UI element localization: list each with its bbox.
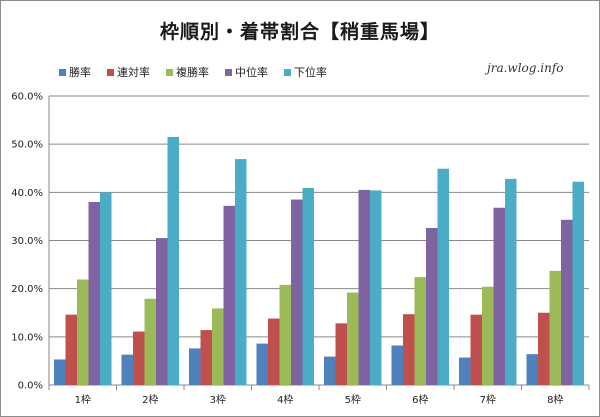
bar-place2 (470, 314, 482, 385)
bar-win (121, 354, 133, 385)
bar-place2 (538, 312, 550, 385)
bar-middle (358, 189, 370, 385)
bar-place3 (482, 286, 494, 385)
x-tick-label: 4枠 (277, 393, 293, 406)
chart-title: 枠順別・着帯割合【稍重馬場】 (159, 21, 440, 43)
legend-item-middle: 中位率 (225, 64, 268, 80)
chart-legend: 勝率 連対率 複勝率 中位率 下位率 (59, 64, 343, 80)
x-tick-label: 7枠 (480, 393, 496, 406)
legend-item-win: 勝率 (59, 64, 91, 80)
bar-lower (437, 168, 449, 385)
bar-win (256, 343, 268, 385)
x-tick-label: 2枠 (142, 393, 158, 406)
y-tick-label: 40.0% (11, 188, 43, 199)
bar-middle (426, 227, 438, 385)
bar-lower (100, 192, 112, 385)
y-tick-label: 50.0% (11, 140, 43, 151)
bar-place3 (549, 270, 561, 385)
bar-middle (223, 205, 235, 385)
y-tick-label: 10.0% (11, 332, 43, 343)
x-tick-label: 5枠 (345, 393, 361, 406)
bar-place2 (403, 314, 415, 385)
bar-win (189, 348, 201, 385)
bar-place2 (65, 314, 77, 385)
y-tick-label: 60.0% (11, 92, 43, 103)
legend-swatch-win (59, 68, 66, 76)
legend-item-place2: 連対率 (107, 64, 150, 80)
legend-item-lower: 下位率 (284, 64, 327, 80)
legend-swatch-lower (284, 68, 291, 76)
bar-place3 (279, 284, 291, 385)
bar-win (324, 356, 336, 385)
y-tick-label: 20.0% (11, 284, 43, 295)
bar-win (391, 345, 403, 385)
bar-middle (561, 219, 573, 385)
bar-lower (572, 181, 584, 385)
x-tick-label: 8枠 (547, 393, 563, 406)
legend-item-place3: 複勝率 (166, 64, 209, 80)
bar-lower (302, 187, 314, 385)
legend-label-middle: 中位率 (235, 66, 268, 79)
y-tick-label: 30.0% (11, 236, 43, 247)
watermark-text: jra.wlog.info (487, 61, 564, 75)
bar-win (54, 359, 66, 385)
legend-label-win: 勝率 (69, 66, 91, 79)
bar-lower (235, 159, 247, 385)
bar-place2 (268, 318, 280, 385)
x-tick-label: 6枠 (412, 393, 428, 406)
bar-middle (493, 207, 505, 385)
bar-win (526, 354, 538, 385)
legend-swatch-middle (225, 68, 232, 76)
x-tick-label: 1枠 (75, 393, 91, 406)
legend-swatch-place2 (107, 68, 114, 76)
bar-place2 (200, 330, 212, 385)
bar-place3 (347, 292, 359, 385)
legend-label-place3: 複勝率 (176, 66, 209, 79)
bar-place3 (144, 298, 156, 385)
bar-place3 (212, 308, 224, 385)
legend-label-lower: 下位率 (294, 66, 327, 79)
bar-lower (370, 190, 382, 385)
y-tick-label: 0.0% (18, 381, 43, 392)
legend-swatch-place3 (166, 68, 173, 76)
bar-lower (505, 178, 517, 385)
bar-middle (88, 201, 100, 385)
bar-place2 (335, 323, 347, 385)
bar-win (459, 357, 471, 385)
bar-middle (291, 199, 303, 385)
bar-lower (167, 136, 179, 385)
x-tick-label: 3枠 (210, 393, 226, 406)
legend-label-place2: 連対率 (117, 66, 150, 79)
bar-place3 (77, 279, 89, 385)
bar-middle (156, 238, 168, 385)
bar-place2 (133, 331, 145, 385)
bar-place3 (414, 277, 426, 385)
